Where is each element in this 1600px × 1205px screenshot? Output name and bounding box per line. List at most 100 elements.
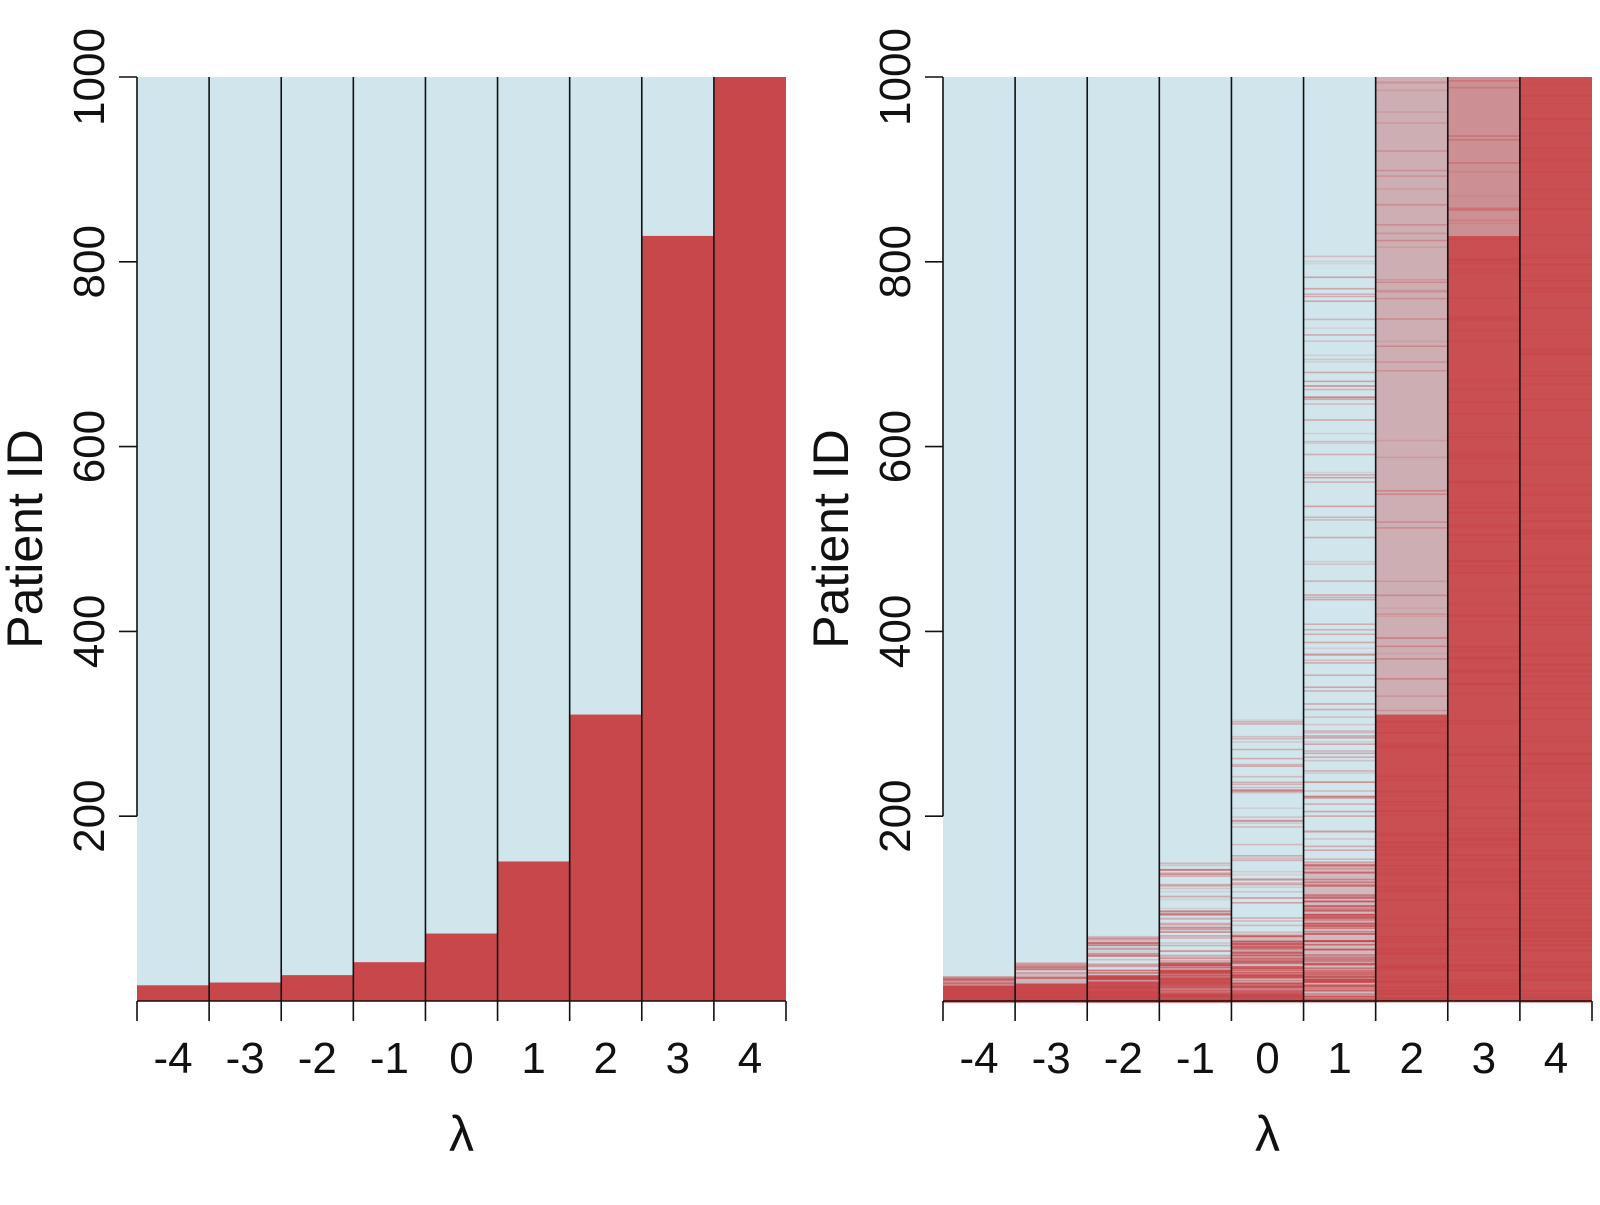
speckle-line [1303,865,1376,867]
speckle-line [1447,296,1520,299]
speckle-line [1519,996,1592,998]
speckle-line [1159,896,1232,898]
y-tick-label: 200 [65,779,114,852]
right-panel: -4 -3 -2 -1 0 1 2 3 4 λ 200 400 600 800 1000 Patient ID [803,28,1593,1162]
speckle-line [1447,963,1520,966]
speckle-line [1303,563,1376,565]
speckle-line [1375,938,1448,941]
red-bar [497,861,570,1001]
speckle-line [1087,975,1160,978]
speckle-line [1231,917,1304,919]
speckle-line [1303,536,1376,539]
speckle-line [1231,820,1304,823]
speckle-line [1519,95,1592,97]
speckle-line [1447,413,1520,416]
speckle-line [1303,916,1376,919]
speckle-line [1015,977,1088,980]
speckle-line [1447,436,1520,438]
column-lambda-0 [425,933,498,1001]
speckle-line [1375,951,1448,954]
speckle-line [1231,984,1304,987]
speckle-line [1231,971,1304,974]
speckle-line [1159,931,1232,934]
speckle-line [1447,885,1520,887]
speckle-line [1015,964,1088,967]
speckle-line [1159,869,1232,871]
speckle-line [1303,759,1376,762]
speckle-line [1519,735,1592,738]
speckle-line [1303,989,1376,991]
speckle-line [1447,139,1520,141]
speckle-line [1303,703,1376,705]
speckle-line [1303,864,1376,866]
speckle-line [1519,994,1592,996]
speckle-line [1519,615,1592,618]
speckle-line [1447,209,1520,211]
x-tick-label: 0 [449,1034,473,1083]
speckle-line [1375,521,1448,523]
speckle-line [1519,147,1592,150]
speckle-line [1375,790,1448,792]
speckle-line [1303,752,1376,755]
x-axis-title: λ [1255,1106,1280,1162]
speckle-line [1375,941,1448,943]
speckle-line [1159,912,1232,914]
speckle-line [1519,870,1592,873]
speckle-line [1015,965,1088,968]
speckle-line [1159,978,1232,980]
speckle-line [1159,976,1232,979]
speckle-line [943,985,1016,988]
speckle-line [1303,481,1376,483]
speckle-line [1303,633,1376,636]
speckle-line [1519,879,1592,882]
speckle-line [1519,767,1592,770]
speckle-line [1447,657,1520,660]
speckle-line [1231,974,1304,976]
speckle-line [1519,913,1592,916]
speckle-line [1231,859,1304,861]
speckle-line [1447,776,1520,778]
speckle-line [1231,879,1304,882]
speckle-line [1231,997,1304,1000]
speckle-line [1087,998,1160,1001]
speckle-line [1231,982,1304,985]
speckle-line [1447,670,1520,673]
speckle-line [1519,443,1592,446]
speckle-line [1231,985,1304,988]
speckle-line [1159,966,1232,969]
speckle-line [1015,968,1088,971]
speckle-line [1375,917,1448,920]
speckle-line [1447,858,1520,861]
speckle-line [1087,988,1160,991]
speckle-line [1375,879,1448,882]
speckle-line [1231,935,1304,937]
speckle-line [1519,949,1592,952]
speckle-line [1303,736,1376,739]
speckle-line [1519,663,1592,666]
speckle-line [1447,650,1520,652]
speckle-line [1087,955,1160,958]
speckle-line [1231,948,1304,951]
speckle-line [1519,374,1592,377]
speckle-line [943,982,1016,985]
speckle-line [1231,897,1304,899]
red-block [1519,77,1592,1001]
speckle-line [1303,956,1376,959]
speckle-line [1231,748,1304,751]
speckle-line [1015,964,1088,967]
speckle-line [1447,135,1520,137]
speckle-line [1519,810,1592,813]
speckle-line [1303,943,1376,946]
speckle-line [1015,971,1088,974]
speckle-line [1447,968,1520,971]
speckle-line [1519,854,1592,857]
speckle-line [1231,822,1304,825]
speckle-line [1159,966,1232,969]
speckle-line [1519,919,1592,922]
speckle-line [1159,913,1232,915]
speckle-line [1015,986,1088,989]
speckle-line [1231,946,1304,949]
speckle-line [1447,683,1520,685]
speckle-line [1159,983,1232,986]
speckle-line [943,996,1016,999]
